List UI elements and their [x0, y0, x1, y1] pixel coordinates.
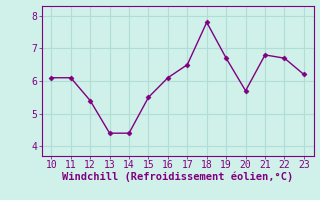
X-axis label: Windchill (Refroidissement éolien,°C): Windchill (Refroidissement éolien,°C): [62, 172, 293, 182]
